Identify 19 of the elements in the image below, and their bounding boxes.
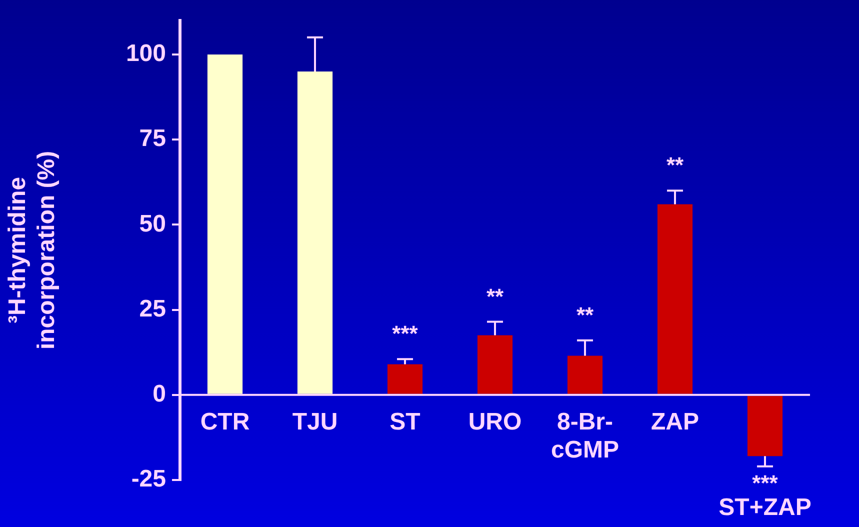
y-tick-label: 50	[139, 210, 166, 238]
x-tick-label: ZAP	[651, 408, 699, 436]
x-tick-label: CTR	[200, 408, 250, 436]
y-tick-label: 25	[139, 295, 166, 322]
annotation: **	[576, 302, 594, 328]
y-axis-title: ³H-thymidine incorporation (%)	[4, 150, 60, 350]
x-tick-label: ST	[390, 408, 421, 436]
y-tick-label: 75	[139, 125, 166, 152]
y-tick-label: -25	[131, 466, 166, 493]
x-tick-label: TJU	[292, 408, 338, 436]
x-tick-label: 8-Br-cGMP	[550, 408, 620, 464]
y-tick-label: 0	[152, 380, 166, 408]
y-tick-label: 100	[126, 40, 166, 68]
x-tick-label: ST+ZAP	[718, 494, 812, 521]
annotation: ***	[392, 321, 418, 346]
annotation: ***	[752, 470, 778, 496]
annotation: **	[486, 284, 504, 309]
annotation: **	[666, 152, 684, 178]
x-tick-label: URO	[468, 408, 522, 436]
